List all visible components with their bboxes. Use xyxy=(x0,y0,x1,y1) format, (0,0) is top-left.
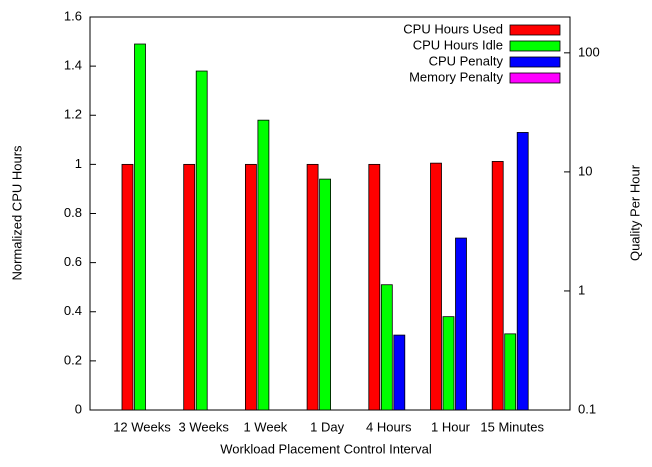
x-tick-label: 1 Hour xyxy=(431,419,471,434)
y-axis-title: Normalized CPU Hours xyxy=(9,145,24,281)
x-tick-label: 1 Day xyxy=(310,419,344,434)
x-tick-label: 3 Weeks xyxy=(179,419,230,434)
y-tick-label: 0.8 xyxy=(64,205,82,220)
bar xyxy=(455,237,467,411)
bar xyxy=(134,43,146,411)
legend-swatch xyxy=(509,56,561,68)
x-tick-label: 12 Weeks xyxy=(113,419,171,434)
y-tick-label: 1.6 xyxy=(64,8,82,23)
bar xyxy=(368,163,381,411)
bar xyxy=(183,163,196,411)
x-tick-label: 15 Minutes xyxy=(480,419,544,434)
x-tick-label: 1 Week xyxy=(243,419,287,434)
y2-tick-label: 10 xyxy=(578,163,592,178)
bar xyxy=(442,316,455,411)
bar xyxy=(319,178,332,411)
y2-tick-label: 100 xyxy=(578,44,600,59)
x-axis-title: Workload Placement Control Interval xyxy=(220,441,432,456)
bar xyxy=(244,163,257,411)
bar xyxy=(257,119,270,411)
legend-swatch xyxy=(509,40,561,52)
bar xyxy=(195,70,208,411)
y-tick-label: 0.6 xyxy=(64,254,82,269)
bar xyxy=(491,161,504,411)
legend-swatch xyxy=(509,72,561,84)
y-tick-label: 0 xyxy=(75,401,82,416)
y-tick-label: 0.4 xyxy=(64,303,82,318)
legend-swatch xyxy=(509,24,561,36)
y2-tick-label: 0.1 xyxy=(578,401,596,416)
bar xyxy=(516,132,529,411)
bar xyxy=(430,162,442,411)
bar xyxy=(306,163,319,411)
legend-label: CPU Hours Used xyxy=(403,21,503,36)
y-tick-label: 1 xyxy=(75,156,82,171)
legend-label: CPU Penalty xyxy=(429,53,504,68)
y-tick-label: 1.4 xyxy=(64,58,82,73)
bar xyxy=(121,163,134,411)
y2-axis-title: Quality Per Hour xyxy=(627,164,642,261)
x-tick-label: 4 Hours xyxy=(366,419,412,434)
bar xyxy=(380,284,393,411)
y2-tick-label: 1 xyxy=(578,282,585,297)
y-tick-label: 0.2 xyxy=(64,352,82,367)
legend-label: Memory Penalty xyxy=(409,69,503,84)
bar xyxy=(393,334,406,411)
legend-label: CPU Hours Idle xyxy=(413,37,503,52)
bar xyxy=(504,333,517,411)
y-tick-label: 1.2 xyxy=(64,107,82,122)
